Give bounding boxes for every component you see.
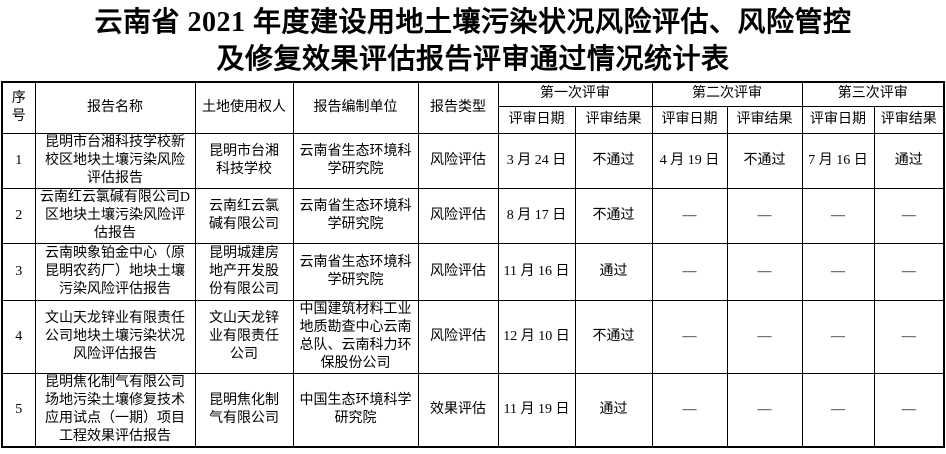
cell-index: 5 — [1, 372, 36, 447]
header-compiler: 报告编制单位 — [292, 81, 419, 134]
cell-land-user: 云南红云氯碱有限公司 — [194, 187, 294, 244]
header-index: 序号 — [1, 81, 36, 134]
cell-review3-result: — — [873, 372, 945, 447]
header-review1-result: 评审结果 — [574, 105, 653, 134]
cell-land-user: 昆明焦化制气有限公司 — [194, 372, 294, 447]
cell-index: 4 — [1, 299, 36, 374]
cell-review1-result: 通过 — [574, 372, 653, 447]
cell-compiler: 云南省生态环境科学研究院 — [292, 187, 419, 244]
page-title-line1: 云南省 2021 年度建设用地土壤污染状况风险评估、风险管控 — [94, 7, 852, 38]
cell-report-type: 风险评估 — [417, 132, 499, 189]
table-row: 4 文山天龙锌业有限责任公司地块土壤污染状况风险评估报告 文山天龙锌业有限责任公… — [1, 299, 945, 374]
cell-index: 2 — [1, 187, 36, 244]
header-review1-group: 第一次评审 — [497, 81, 653, 107]
cell-review1-result: 不通过 — [574, 299, 653, 374]
header-review2-result: 评审结果 — [726, 105, 803, 134]
cell-report-type: 风险评估 — [417, 242, 499, 301]
table-row: 2 云南红云氯碱有限公司D 区地块土壤污染风险评估报告 云南红云氯碱有限公司 云… — [1, 187, 945, 244]
cell-review2-result: 不通过 — [726, 132, 803, 189]
header-review2-group: 第二次评审 — [651, 81, 803, 107]
cell-index: 3 — [1, 242, 36, 301]
cell-review3-date: — — [801, 242, 875, 301]
cell-review1-date: 8 月 17 日 — [497, 187, 576, 244]
header-review1-date: 评审日期 — [497, 105, 576, 134]
cell-review3-date: — — [801, 372, 875, 447]
cell-review2-date: — — [651, 299, 728, 374]
page-title-line2: 及修复效果评估报告评审通过情况统计表 — [216, 44, 730, 75]
cell-review1-date: 11 月 19 日 — [497, 372, 576, 447]
header-review3-result: 评审结果 — [873, 105, 945, 134]
cell-review2-date: 4 月 19 日 — [651, 132, 728, 189]
cell-review2-date: — — [651, 372, 728, 447]
cell-land-user: 文山天龙锌业有限责任公司 — [194, 299, 294, 374]
cell-report-name: 文山天龙锌业有限责任公司地块土壤污染状况风险评估报告 — [34, 299, 196, 374]
cell-report-type: 效果评估 — [417, 372, 499, 447]
cell-review2-result: — — [726, 187, 803, 244]
cell-land-user: 昆明市台湘科技学校 — [194, 132, 294, 189]
cell-report-name: 云南红云氯碱有限公司D 区地块土壤污染风险评估报告 — [34, 187, 196, 244]
table-row: 1 昆明市台湘科技学校新校区地块土壤污染风险评估报告 昆明市台湘科技学校 云南省… — [1, 132, 945, 189]
cell-review1-date: 3 月 24 日 — [497, 132, 576, 189]
cell-compiler: 中国建筑材料工业地质勘查中心云南总队、云南科力环保股份公司 — [292, 299, 419, 374]
cell-land-user: 昆明城建房地产开发股份有限公司 — [194, 242, 294, 301]
header-review3-date: 评审日期 — [801, 105, 875, 134]
table-row: 5 昆明焦化制气有限公司场地污染土壤修复技术应用试点（一期）项目工程效果评估报告… — [1, 372, 945, 447]
cell-index: 1 — [1, 132, 36, 189]
cell-review3-result: — — [873, 242, 945, 301]
header-report-type: 报告类型 — [417, 81, 499, 134]
cell-review1-result: 不通过 — [574, 187, 653, 244]
cell-compiler: 云南省生态环境科学研究院 — [292, 242, 419, 301]
cell-review3-date: 7 月 16 日 — [801, 132, 875, 189]
header-land-user: 土地使用权人 — [194, 81, 294, 134]
cell-review1-date: 12 月 10 日 — [497, 299, 576, 374]
header-review3-group: 第三次评审 — [801, 81, 945, 107]
cell-review2-result: — — [726, 242, 803, 301]
cell-report-type: 风险评估 — [417, 187, 499, 244]
table-row: 3 云南映象铂金中心（原昆明农药厂）地块土壤污染风险评估报告 昆明城建房地产开发… — [1, 242, 945, 301]
cell-report-name: 云南映象铂金中心（原昆明农药厂）地块土壤污染风险评估报告 — [34, 242, 196, 301]
cell-report-name: 昆明焦化制气有限公司场地污染土壤修复技术应用试点（一期）项目工程效果评估报告 — [34, 372, 196, 447]
cell-review3-date: — — [801, 299, 875, 374]
cell-report-name: 昆明市台湘科技学校新校区地块土壤污染风险评估报告 — [34, 132, 196, 189]
page-title: 云南省 2021 年度建设用地土壤污染状况风险评估、风险管控 及修复效果评估报告… — [0, 0, 946, 78]
cell-compiler: 云南省生态环境科学研究院 — [292, 132, 419, 189]
report-review-table: 序号 报告名称 土地使用权人 报告编制单位 报告类型 第一次评审 第二次评审 第… — [1, 81, 945, 448]
cell-review3-result: — — [873, 187, 945, 244]
header-review2-date: 评审日期 — [651, 105, 728, 134]
cell-review3-result: — — [873, 299, 945, 374]
cell-review1-result: 通过 — [574, 242, 653, 301]
cell-compiler: 中国生态环境科学研究院 — [292, 372, 419, 447]
cell-review3-date: — — [801, 187, 875, 244]
cell-review3-result: 通过 — [873, 132, 945, 189]
cell-review2-date: — — [651, 187, 728, 244]
cell-review2-result: — — [726, 299, 803, 374]
cell-review1-result: 不通过 — [574, 132, 653, 189]
cell-review2-date: — — [651, 242, 728, 301]
header-report-name: 报告名称 — [34, 81, 196, 134]
cell-review2-result: — — [726, 372, 803, 447]
cell-review1-date: 11 月 16 日 — [497, 242, 576, 301]
cell-report-type: 风险评估 — [417, 299, 499, 374]
